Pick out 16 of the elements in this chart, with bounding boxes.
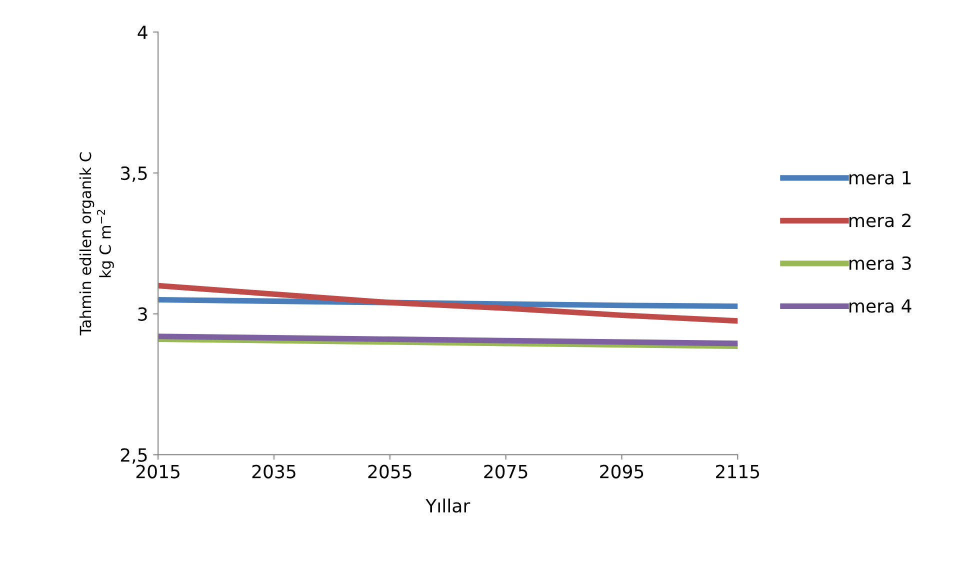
x-tick-label: 2115 [716,464,760,478]
y-tick-label: 2,5 [120,448,147,464]
x-tick-label: 2035 [252,464,296,478]
x-tick-label: 2095 [600,464,644,478]
legend-label: mera 3 [850,256,911,270]
y-tick-label: 3 [138,307,147,321]
x-tick-label: 2015 [136,464,180,478]
legend-label: mera 4 [850,299,912,313]
x-tick-label: 2055 [368,464,412,478]
y-tick-label: 4 [138,26,148,39]
legend-label: mera 2 [850,214,910,228]
x-axis-title: Yıllar [426,498,470,513]
legend-label: mera 1 [850,171,911,185]
y-tick-label: 3,5 [121,166,147,182]
x-tick-label: 2075 [484,464,528,478]
y-axis-title: Tahmin edilen organik C kg C m$^{−2}$ [79,152,114,336]
